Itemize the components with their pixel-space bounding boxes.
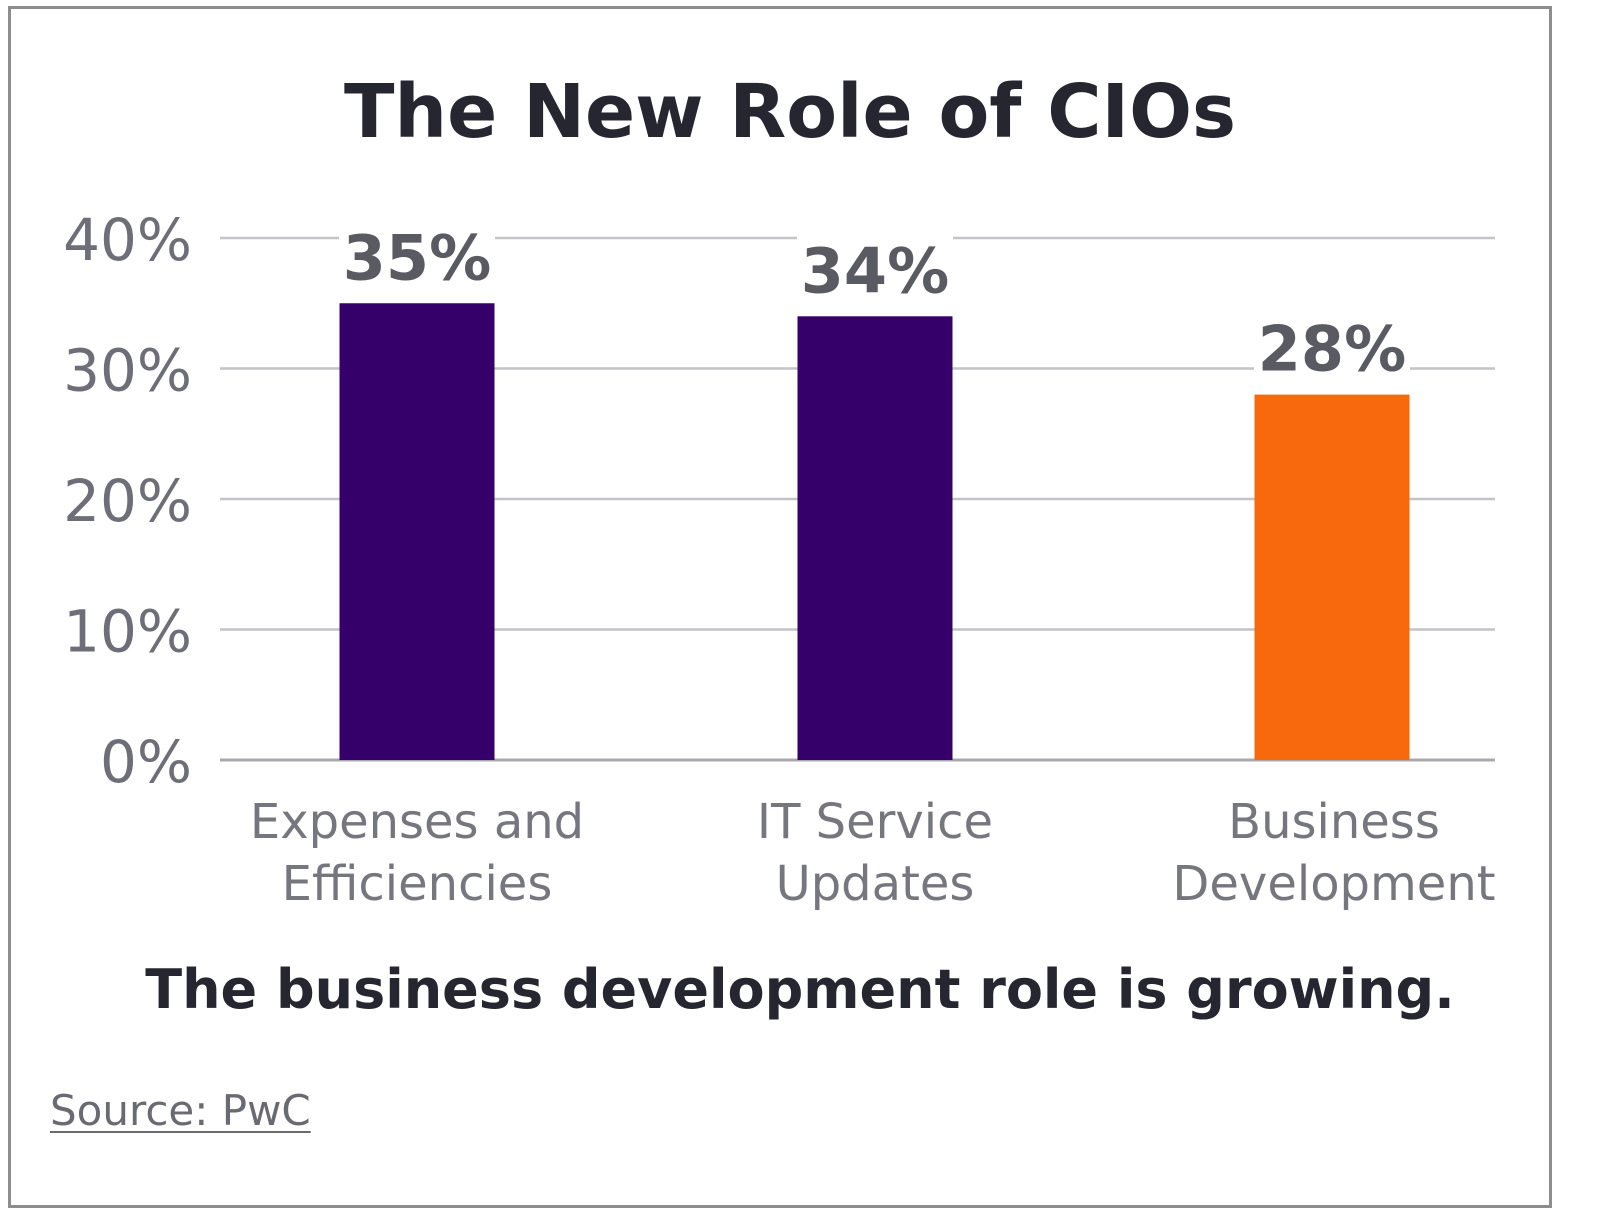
category-label-2-line-1: IT Service (757, 794, 993, 850)
value-label-3: 28% (1258, 313, 1406, 386)
y-tick-label-40: 40% (63, 206, 192, 274)
category-label-3-line-2: Development (1172, 856, 1495, 912)
value-label-bg-1 (339, 221, 495, 288)
y-tick-label-10: 10% (63, 598, 192, 666)
value-labels: 35% 34% 28% (339, 221, 1410, 386)
y-axis-ticks: 0% 10% 20% 30% 40% (63, 206, 192, 796)
y-tick-label-20: 20% (63, 467, 192, 535)
y-tick-label-0: 0% (100, 728, 192, 796)
bar-3 (1254, 394, 1410, 760)
category-label-1-line-2: Efficiencies (282, 856, 553, 912)
category-label-1-line-1: Expenses and (250, 794, 584, 850)
category-label-3-line-1: Business (1228, 794, 1440, 850)
source-link[interactable]: Source: PwC (50, 1086, 311, 1135)
bars (339, 303, 1410, 760)
value-label-bg-2 (797, 234, 953, 301)
chart-caption: The business development role is growing… (145, 958, 1455, 1021)
bar-1 (339, 303, 495, 760)
value-label-2: 34% (801, 234, 949, 307)
x-axis-categories: Expenses and Efficiencies IT Service Update… (250, 794, 1496, 912)
bar-2 (797, 316, 953, 760)
value-label-bg-3 (1254, 312, 1410, 379)
value-label-1: 35% (343, 221, 491, 294)
category-label-2-line-2: Updates (776, 856, 975, 912)
y-tick-label-30: 30% (63, 337, 192, 405)
chart-title: The New Role of CIOs (344, 69, 1236, 155)
